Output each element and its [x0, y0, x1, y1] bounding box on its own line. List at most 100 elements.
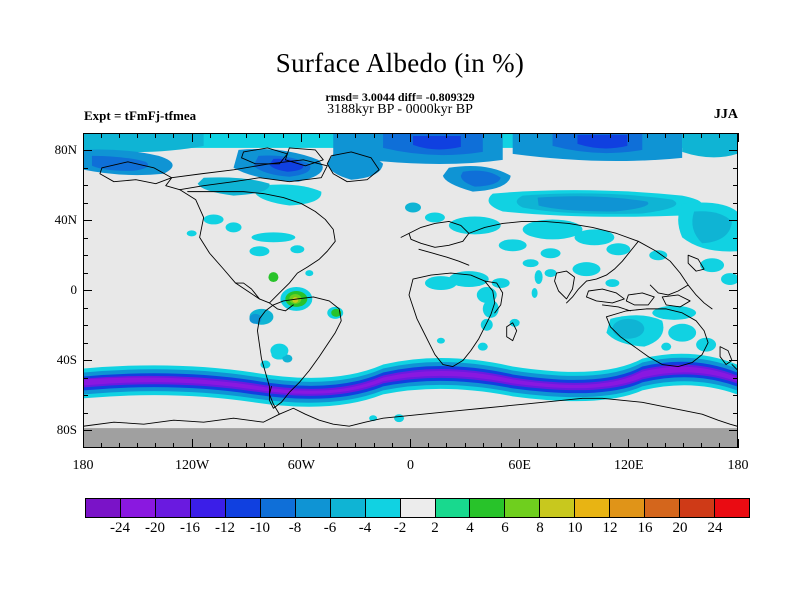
x-tick-minor: [591, 443, 593, 448]
colorbar-label: 12: [602, 520, 618, 536]
x-tick-minor: [482, 133, 484, 138]
x-tick-minor: [428, 443, 430, 448]
colorbar-swatch[interactable]: [435, 499, 471, 517]
x-axis-label: 120W: [175, 458, 210, 473]
colorbar-swatch[interactable]: [680, 499, 716, 517]
x-tick-minor: [155, 443, 157, 448]
colorbar-swatch[interactable]: [505, 499, 541, 517]
x-tick-minor: [500, 133, 502, 138]
coastlines: [84, 147, 737, 427]
x-tick-minor: [391, 443, 393, 448]
colorbar-label: 6: [501, 520, 509, 536]
y-tick-minor: [83, 237, 88, 239]
x-tick-minor: [701, 133, 703, 138]
colorbar-swatch[interactable]: [575, 499, 611, 517]
colorbar-swatch[interactable]: [610, 499, 646, 517]
x-tick-minor: [173, 133, 175, 138]
x-tick-minor: [464, 443, 466, 448]
colorbar-swatch[interactable]: [260, 499, 296, 517]
x-tick-minor: [537, 133, 539, 138]
x-tick-minor: [646, 133, 648, 138]
x-axis-label: 180: [727, 458, 749, 473]
x-tick-major: [519, 439, 521, 448]
colorbar-label: 8: [536, 520, 544, 536]
x-tick-minor: [682, 443, 684, 448]
colorbar-swatch[interactable]: [400, 499, 436, 517]
colorbar-label: 4: [466, 520, 474, 536]
x-tick-minor: [464, 133, 466, 138]
x-axis-label: 0: [407, 458, 414, 473]
colorbar-label: -8: [288, 520, 302, 536]
colorbar-label: -24: [110, 520, 130, 536]
y-tick-minor: [733, 325, 738, 326]
x-tick-major: [82, 133, 84, 142]
colorbar-swatch[interactable]: [86, 499, 121, 517]
x-tick-major: [737, 439, 739, 448]
colorbar-label: -6: [323, 520, 337, 536]
colorbar[interactable]: [85, 498, 750, 518]
antarctica-landmass: [84, 428, 737, 447]
y-tick-minor: [83, 325, 88, 326]
x-tick-minor: [337, 443, 339, 448]
x-tick-minor: [664, 443, 666, 448]
y-axis-label: 40N: [54, 211, 77, 227]
colorbar-label: 10: [567, 520, 583, 536]
arctic-anomaly-group: [84, 134, 737, 286]
y-tick-major: [729, 150, 738, 151]
y-axis-label: 80N: [54, 141, 77, 157]
colorbar-swatch[interactable]: [155, 499, 191, 517]
colorbar-swatch[interactable]: [470, 499, 506, 517]
colorbar-swatch[interactable]: [295, 499, 331, 517]
x-tick-minor: [100, 133, 102, 138]
y-tick-major: [83, 290, 92, 291]
colorbar-swatch[interactable]: [225, 499, 261, 517]
y-tick-minor: [83, 412, 88, 414]
colorbar-swatch[interactable]: [540, 499, 576, 517]
colorbar-swatch[interactable]: [330, 499, 366, 517]
x-tick-minor: [100, 443, 102, 448]
colorbar-label: -10: [250, 520, 270, 536]
y-tick-major: [729, 360, 738, 361]
x-tick-minor: [646, 443, 648, 448]
x-tick-minor: [701, 443, 703, 448]
x-tick-minor: [482, 443, 484, 448]
statistics-line: rmsd= 3.0044 diff= -0.809329: [325, 90, 475, 104]
colorbar-label: 24: [707, 520, 723, 536]
x-tick-minor: [282, 133, 284, 138]
x-tick-minor: [228, 443, 230, 448]
colorbar-swatch[interactable]: [190, 499, 226, 517]
y-tick-major: [83, 360, 92, 361]
colorbar-label: -12: [215, 520, 235, 536]
x-tick-major: [300, 439, 302, 448]
x-tick-minor: [373, 443, 375, 448]
colorbar-swatch[interactable]: [120, 499, 156, 517]
x-tick-minor: [555, 133, 557, 138]
x-tick-major: [300, 133, 302, 142]
x-axis-label: 180: [72, 458, 94, 473]
x-axis-label: 60W: [287, 458, 315, 473]
x-tick-minor: [246, 443, 248, 448]
x-tick-minor: [209, 443, 211, 448]
y-tick-major: [83, 220, 92, 221]
x-tick-major: [628, 133, 630, 142]
x-tick-minor: [664, 133, 666, 138]
x-tick-minor: [228, 133, 230, 138]
colorbar-swatch[interactable]: [645, 499, 681, 517]
x-tick-minor: [555, 443, 557, 448]
x-tick-major: [410, 133, 411, 142]
experiment-label: Expt = tFmFj-tfmea: [84, 108, 197, 123]
colorbar-swatch[interactable]: [715, 499, 750, 517]
y-tick-minor: [83, 377, 88, 379]
x-tick-minor: [719, 443, 721, 448]
x-tick-major: [628, 439, 630, 448]
x-tick-minor: [319, 133, 321, 138]
y-tick-minor: [83, 255, 88, 256]
colorbar-tick-labels: -24 -20 -16 -12 -10 -8 -6 -4 -2 2 4 6 8 10 12 16 20 24: [85, 520, 750, 542]
x-tick-minor: [264, 443, 266, 448]
y-tick-major: [83, 430, 92, 431]
world-map-anomaly-field: [84, 134, 737, 447]
y-tick-minor: [733, 202, 738, 204]
y-tick-minor: [733, 377, 738, 379]
colorbar-label: -16: [180, 520, 200, 536]
colorbar-swatch[interactable]: [365, 499, 401, 517]
